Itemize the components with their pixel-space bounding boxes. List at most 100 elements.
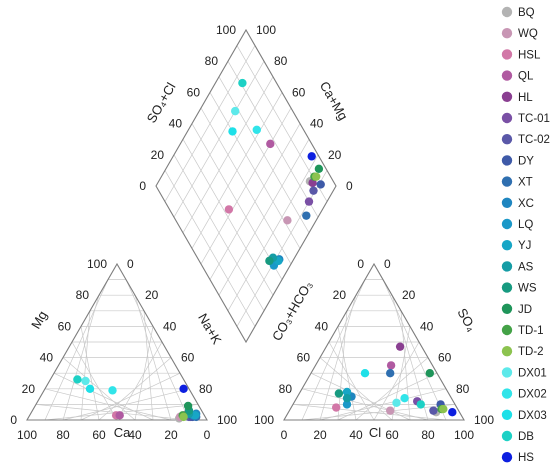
legend-label-lq: LQ xyxy=(518,219,533,231)
point-diamond-ws xyxy=(265,256,274,266)
point-diamond-td-2 xyxy=(312,172,321,181)
point-diamond-hs xyxy=(307,152,316,161)
tick-mg-1: 20 xyxy=(22,382,36,396)
legend-label-hl: HL xyxy=(518,92,533,104)
legend-label-dx03: DX03 xyxy=(518,410,547,422)
diamond-grid-b-8 xyxy=(227,154,319,311)
cation-grid-a-5 xyxy=(71,341,118,421)
tick-mg-0: 0 xyxy=(10,413,17,427)
diamond-grid-a-8 xyxy=(227,61,319,218)
point-diamond-hsl xyxy=(224,205,234,214)
legend-label-dx02: DX02 xyxy=(518,389,547,401)
anion-grid-b-9 xyxy=(382,279,447,421)
diamond-grid-b-7 xyxy=(218,139,310,296)
tick-mg-3: 60 xyxy=(58,319,72,333)
tick-nak-1: 20 xyxy=(145,288,159,302)
anion-grid-a-9 xyxy=(292,404,447,421)
tick-nak-0: 0 xyxy=(127,257,134,271)
diagram-frames xyxy=(26,28,465,421)
legend-marker-db xyxy=(501,430,513,442)
point-anion-xt xyxy=(386,369,395,378)
legend-label-td-1: TD-1 xyxy=(518,325,544,337)
tick-so4-5: 100 xyxy=(474,413,494,427)
tick-nak-2: 40 xyxy=(163,319,177,333)
axis-label-so4: SO₄ xyxy=(454,306,479,334)
point-diamond-dx01 xyxy=(231,106,240,116)
tick-cl-1: 20 xyxy=(313,428,327,442)
cation-grid-a-7 xyxy=(53,372,154,421)
tick-so4-4: 80 xyxy=(456,382,470,396)
point-anion-lq xyxy=(342,400,352,409)
tick-cl-0: 0 xyxy=(281,428,288,442)
tick-mg-4: 80 xyxy=(76,288,90,302)
cation-grid-b-6 xyxy=(134,326,154,421)
tick-mg-5: 100 xyxy=(87,257,107,271)
anion-grid-a-8 xyxy=(301,388,429,421)
tick-ca-4: 20 xyxy=(164,428,178,442)
tick-co3-4: 20 xyxy=(333,288,347,302)
legend-label-hs: HS xyxy=(518,452,534,464)
tick-so4cl-5: 100 xyxy=(216,23,236,37)
legend-marker-hl xyxy=(501,91,513,103)
point-diamond-jd xyxy=(314,164,324,174)
legend-label-xt: XT xyxy=(518,177,533,189)
tick-camg-0: 100 xyxy=(256,23,276,37)
diamond xyxy=(155,28,337,344)
tick-so4-2: 40 xyxy=(420,319,434,333)
point-anion-dx02 xyxy=(400,393,409,403)
legend-label-ws: WS xyxy=(518,283,537,295)
anion-triangle xyxy=(283,262,465,421)
point-anion-hl xyxy=(395,342,405,351)
legend-marker-tc-02 xyxy=(501,134,513,145)
axis-label-co3hco3: CO₃+HCO₃ xyxy=(269,278,315,343)
tick-co3-1: 80 xyxy=(279,382,293,396)
legend-marker-dx01 xyxy=(501,367,513,378)
tick-cl-2: 40 xyxy=(349,428,363,442)
legend-marker-ql xyxy=(501,70,513,81)
point-cation-dx01 xyxy=(81,376,90,386)
legend-marker-yj xyxy=(501,240,513,251)
axis-label-ca: Ca xyxy=(114,425,131,440)
legend-marker-hsl xyxy=(501,49,513,60)
tick-so4cl-0: 0 xyxy=(139,179,146,193)
point-diamond-wq xyxy=(283,216,292,225)
tick-co3-5: 0 xyxy=(357,257,364,271)
point-diamond-ql xyxy=(266,139,275,149)
point-anion-hsl xyxy=(332,403,341,412)
legend-label-ql: QL xyxy=(518,71,534,83)
anion-grid-b-5 xyxy=(373,341,420,421)
legend-label-dy: DY xyxy=(518,155,534,167)
tick-ca-3: 40 xyxy=(128,428,142,442)
tick-cl-3: 60 xyxy=(385,428,399,442)
diamond-grid-a-7 xyxy=(218,76,310,233)
point-anion-td-2 xyxy=(439,404,448,414)
tick-camg-2: 60 xyxy=(292,85,306,99)
legend-label-tc-02: TC-02 xyxy=(518,134,550,146)
cation-grid-a-9 xyxy=(35,404,190,421)
tick-mg-2: 40 xyxy=(40,351,54,365)
legend-marker-dx03 xyxy=(501,409,513,420)
point-cation-td-2 xyxy=(179,412,188,422)
point-anion-dx03 xyxy=(360,369,370,378)
point-diamond-dx03 xyxy=(228,127,237,136)
point-anion-yj xyxy=(342,387,352,397)
tick-so4cl-4: 80 xyxy=(205,54,219,68)
point-anion-db xyxy=(416,400,425,409)
legend-label-jd: JD xyxy=(518,304,532,316)
point-anion-ql xyxy=(386,361,396,370)
legend-marker-hs xyxy=(501,452,513,463)
diamond-grid-b-6 xyxy=(209,123,301,280)
diamond-grid-b-9 xyxy=(236,170,328,327)
legend-marker-wq xyxy=(501,28,513,39)
anion-grid-a-7 xyxy=(310,372,411,421)
anion-grid-a-6 xyxy=(319,357,393,421)
tick-ca-0: 100 xyxy=(17,428,37,442)
legend-marker-jd xyxy=(501,303,513,314)
point-anion-ws xyxy=(334,389,344,398)
point-anion-jd xyxy=(425,369,434,378)
tick-so4cl-2: 40 xyxy=(169,117,183,131)
tick-co3-0: 100 xyxy=(254,413,274,427)
tick-labels: 0010010000010020208080202020804040606040… xyxy=(10,23,494,442)
axis-label-mg: Mg xyxy=(28,308,50,331)
